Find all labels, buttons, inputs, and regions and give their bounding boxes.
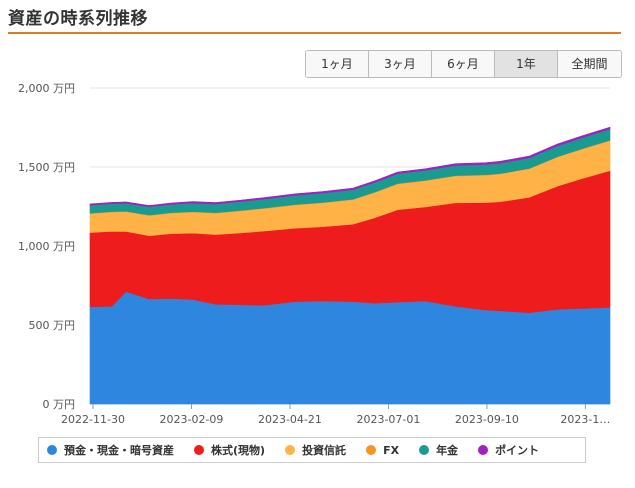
legend-label: FX — [383, 443, 400, 457]
range-button-3m[interactable]: 3ヶ月 — [369, 51, 432, 77]
x-tick-label: 2023-04-21 — [258, 413, 322, 426]
x-tick-label: 2023-09-10 — [455, 413, 519, 426]
x-tick-label: 2022-11-30 — [61, 413, 125, 426]
y-tick-label: 1,000 万円 — [18, 240, 75, 253]
legend-dot-icon — [285, 445, 296, 455]
x-tick-label: 2023-07-01 — [356, 413, 420, 426]
legend-label: 投資信託 — [302, 444, 347, 457]
chart-legend: 預金・現金・暗号資産 株式(現物) 投資信託 FX 年金 ポイント — [38, 437, 586, 463]
range-button-1y[interactable]: 1年 — [495, 51, 558, 77]
y-tick-label: 0 万円 — [43, 398, 76, 411]
area-series-5 — [89, 126, 611, 208]
legend-dot-icon — [47, 445, 57, 455]
legend-item-5[interactable]: ポイント — [478, 442, 539, 458]
x-tick-label: 2023-1… — [560, 413, 610, 426]
legend-item-1[interactable]: 株式(現物) — [194, 442, 265, 458]
legend-label: 年金 — [436, 444, 459, 457]
legend-dot-icon — [419, 445, 430, 455]
y-tick-label: 1,500 万円 — [18, 161, 75, 174]
legend-label: ポイント — [495, 444, 540, 457]
legend-dot-icon — [478, 445, 489, 455]
legend-item-4[interactable]: 年金 — [419, 442, 458, 458]
range-button-6m[interactable]: 6ヶ月 — [432, 51, 495, 77]
legend-label: 預金・現金・暗号資産 — [64, 444, 174, 457]
y-tick-label: 2,000 万円 — [18, 82, 75, 95]
page-title: 資産の時系列推移 — [8, 9, 148, 29]
title-underline — [8, 32, 621, 34]
legend-dot-icon — [366, 445, 377, 455]
range-button-all[interactable]: 全期間 — [558, 51, 621, 77]
x-tick-label: 2023-02-09 — [160, 413, 224, 426]
legend-item-2[interactable]: 投資信託 — [285, 442, 346, 458]
legend-label: 株式(現物) — [211, 444, 266, 457]
range-selector: 1ヶ月 3ヶ月 6ヶ月 1年 全期間 — [305, 50, 622, 78]
legend-item-3[interactable]: FX — [366, 444, 399, 457]
range-button-1m[interactable]: 1ヶ月 — [306, 51, 369, 77]
y-tick-label: 500 万円 — [29, 319, 76, 332]
legend-dot-icon — [194, 445, 204, 455]
legend-item-0[interactable]: 預金・現金・暗号資産 — [47, 442, 174, 458]
